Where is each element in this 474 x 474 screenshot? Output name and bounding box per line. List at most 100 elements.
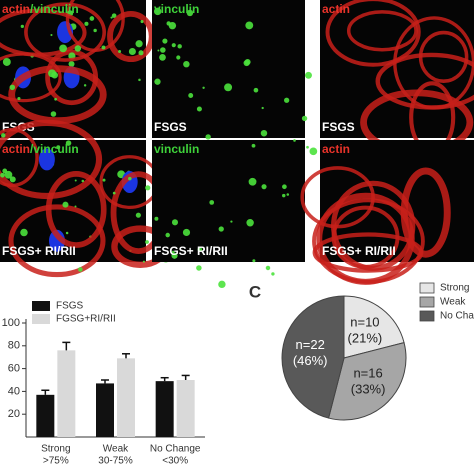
adhesion	[293, 139, 296, 142]
y-tick-label: 60	[8, 363, 20, 375]
legend-swatch	[419, 296, 435, 308]
adhesion	[153, 7, 162, 16]
adhesion	[65, 140, 72, 146]
panel-label: C	[249, 282, 261, 301]
y-tick-label: 100	[2, 317, 20, 329]
adhesion	[202, 86, 205, 89]
adhesion	[171, 250, 175, 254]
adhesion	[140, 19, 144, 24]
legend-label: FGSG+RI/RII	[56, 314, 116, 325]
micrograph	[320, 0, 474, 138]
adhesion	[110, 16, 113, 19]
adhesion	[224, 83, 233, 92]
adhesion	[145, 185, 151, 191]
nucleus	[38, 148, 55, 171]
adhesion	[301, 115, 308, 122]
x-tick-sublabel: <30%	[162, 456, 188, 467]
pie-slice	[281, 295, 345, 419]
adhesion	[74, 45, 82, 52]
adhesion	[4, 170, 13, 179]
adhesion	[81, 179, 85, 183]
legend-swatch	[32, 314, 50, 324]
adhesion	[20, 24, 24, 29]
adhesion	[111, 13, 117, 18]
adhesion	[182, 228, 191, 237]
x-tick-sublabel: >75%	[43, 456, 69, 467]
legend-label: Weak	[440, 297, 466, 308]
stain-label: actin/vinculin	[2, 2, 79, 16]
value-label: (46%)	[293, 353, 328, 368]
error-bar	[181, 374, 190, 380]
adhesion	[160, 47, 166, 53]
adhesion	[282, 184, 287, 190]
stain-name: vinculin	[154, 142, 199, 156]
stain-name: actin	[322, 142, 350, 156]
value-label: n=16	[353, 366, 382, 381]
adhesion	[286, 193, 290, 196]
adhesion	[245, 21, 254, 30]
condition-label: FSGS+ RI/RII	[322, 244, 396, 258]
stain-name: actin	[2, 142, 30, 156]
adhesion	[171, 43, 176, 48]
legend-swatch	[419, 282, 435, 294]
stain-name: /vinculin	[30, 2, 79, 16]
adhesion	[128, 47, 136, 55]
adhesion	[84, 21, 89, 26]
cell	[400, 167, 451, 258]
adhesion	[230, 220, 233, 223]
cell	[375, 52, 474, 110]
adhesion	[59, 44, 67, 53]
x-tick-sublabel: 30-75%	[98, 456, 133, 467]
condition-label: FSGS	[322, 120, 355, 134]
bar	[36, 394, 55, 437]
adhesion	[183, 60, 190, 68]
cell	[107, 10, 155, 63]
adhesion	[209, 200, 215, 205]
adhesion	[171, 219, 179, 226]
stain-name: vinculin	[154, 2, 199, 16]
adhesion	[162, 38, 168, 44]
bar	[117, 358, 135, 437]
cell	[325, 0, 421, 67]
x-tick-label: No Change	[150, 444, 201, 455]
adhesion	[284, 97, 290, 103]
adhesion	[83, 84, 87, 87]
y-tick-label: 40	[8, 385, 20, 397]
adhesion	[248, 177, 257, 186]
cell	[0, 8, 87, 57]
adhesion	[157, 49, 160, 52]
adhesion	[282, 193, 286, 198]
adhesion	[65, 231, 69, 235]
adhesion	[177, 44, 182, 49]
cell	[300, 166, 375, 229]
adhesion	[244, 58, 251, 66]
micrograph	[152, 140, 305, 262]
adhesion	[261, 184, 267, 190]
value-label: n=22	[296, 337, 325, 352]
error-bar	[101, 379, 109, 384]
adhesion	[142, 260, 145, 263]
adhesion	[306, 145, 309, 149]
bar	[155, 381, 174, 437]
adhesion	[265, 265, 271, 271]
adhesion	[309, 147, 318, 156]
adhesion	[138, 78, 141, 82]
adhesion	[9, 84, 16, 91]
adhesion	[205, 134, 211, 140]
adhesion	[165, 232, 170, 238]
stain-name: /vinculin	[30, 142, 79, 156]
y-tick-label: 20	[8, 408, 20, 420]
adhesion	[1, 133, 6, 138]
stain-name: actin	[2, 2, 30, 16]
cell	[45, 171, 107, 248]
adhesion	[77, 267, 83, 272]
adhesion	[252, 259, 256, 263]
stain-label: vinculin	[154, 142, 199, 156]
adhesion	[20, 228, 28, 237]
bar	[176, 380, 195, 437]
stain-label: vinculin	[154, 2, 199, 16]
adhesion	[50, 111, 57, 117]
adhesion	[68, 60, 75, 67]
adhesion	[0, 172, 5, 178]
